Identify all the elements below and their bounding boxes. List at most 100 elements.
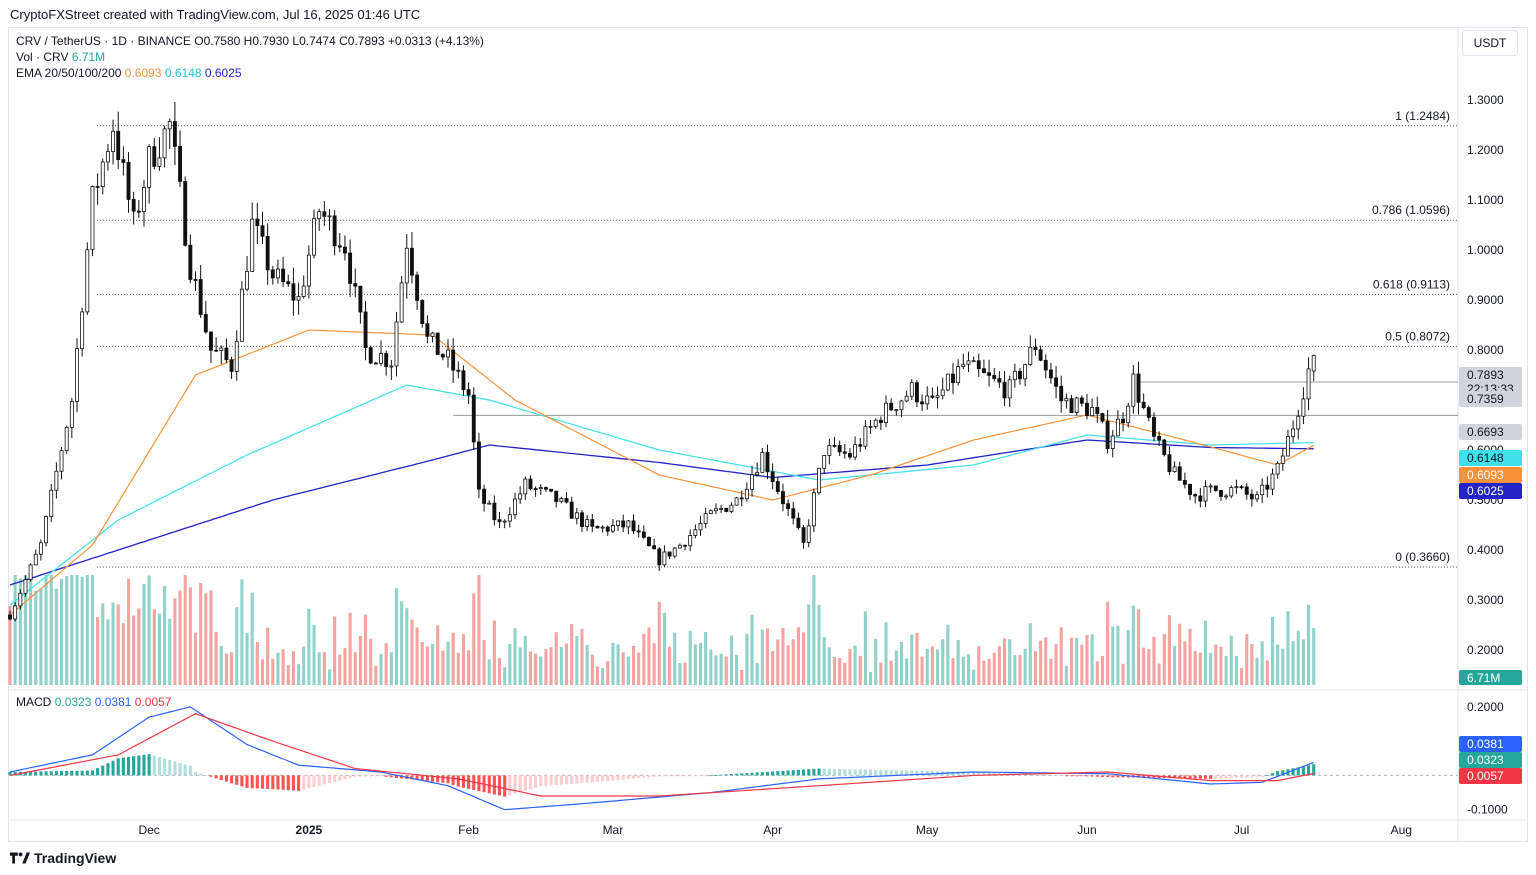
macd-histogram-bar bbox=[250, 775, 254, 789]
volume-bar bbox=[1167, 615, 1171, 685]
macd-histogram-bar bbox=[894, 770, 898, 776]
candle-up bbox=[961, 363, 966, 367]
volume-bar bbox=[1173, 646, 1177, 685]
macd-histogram-bar bbox=[657, 775, 661, 777]
volume-bar bbox=[1116, 625, 1120, 685]
macd-label[interactable]: MACD bbox=[16, 695, 52, 709]
macd-histogram-bar bbox=[343, 775, 347, 780]
candle-up bbox=[80, 311, 85, 350]
volume-bar bbox=[209, 590, 213, 685]
ema50-value: 0.6093 bbox=[124, 66, 162, 80]
volume-bar bbox=[1069, 637, 1074, 685]
volume-label[interactable]: Vol · CRV bbox=[16, 50, 69, 64]
x-tick-label: Jun bbox=[1077, 823, 1096, 837]
macd-histogram-bar bbox=[374, 775, 378, 777]
candle-up bbox=[574, 512, 579, 519]
candle-up bbox=[600, 526, 605, 529]
candle-down bbox=[878, 419, 883, 424]
candle-up bbox=[806, 525, 811, 543]
ohlc-open: O0.7580 bbox=[194, 34, 241, 48]
macd-histogram-bar bbox=[1209, 775, 1213, 779]
fib-label: 0.5 (0.8072) bbox=[1385, 329, 1450, 343]
volume-bar bbox=[1131, 605, 1135, 685]
candle-down bbox=[987, 372, 992, 376]
macd-histogram-bar bbox=[1281, 770, 1285, 776]
candle-down bbox=[1249, 493, 1254, 500]
macd-histogram-bar bbox=[698, 775, 703, 777]
macd-histogram-bar bbox=[853, 769, 857, 776]
macd-histogram-bar bbox=[173, 761, 177, 776]
volume-bar bbox=[163, 586, 167, 685]
candle-up bbox=[1296, 415, 1301, 430]
candle-up bbox=[811, 492, 816, 527]
volume-bar bbox=[1240, 667, 1244, 685]
candle-down bbox=[492, 502, 497, 521]
macd-histogram-bar bbox=[1255, 775, 1259, 778]
candle-up bbox=[64, 427, 69, 452]
macd-histogram-bar bbox=[637, 775, 641, 779]
ema-label[interactable]: EMA 20/50/100/200 bbox=[16, 66, 122, 80]
tradingview-branding: TradingView bbox=[10, 850, 116, 866]
macd-histogram-bar bbox=[492, 775, 496, 795]
volume-bar bbox=[956, 640, 960, 685]
volume-bar bbox=[642, 633, 646, 685]
macd-histogram-bar bbox=[977, 772, 981, 776]
candle-up bbox=[276, 268, 280, 279]
candle-down bbox=[343, 246, 347, 254]
volume-bar bbox=[193, 632, 198, 685]
candle-up bbox=[13, 605, 18, 620]
candle-up bbox=[44, 516, 49, 544]
macd-histogram-bar bbox=[1214, 775, 1218, 779]
volume-bar bbox=[291, 651, 295, 685]
candle-up bbox=[167, 121, 172, 130]
y-tick-label: 1.0000 bbox=[1467, 243, 1504, 257]
candle-down bbox=[348, 252, 353, 284]
candle-up bbox=[23, 579, 28, 594]
macd-histogram-bar bbox=[925, 770, 929, 776]
footer-brand: TradingView bbox=[34, 850, 117, 866]
candle-down bbox=[786, 503, 791, 510]
candle-down bbox=[796, 517, 801, 529]
candle-down bbox=[1265, 484, 1270, 490]
volume-bar bbox=[338, 654, 342, 685]
candle-down bbox=[260, 225, 265, 237]
macd-histogram-bar bbox=[204, 775, 208, 776]
candle-down bbox=[322, 211, 327, 217]
candle-down bbox=[1085, 402, 1089, 417]
volume-bar bbox=[286, 665, 290, 685]
volume-bar bbox=[446, 641, 450, 685]
candle-down bbox=[1054, 377, 1059, 387]
macd-histogram-bar bbox=[312, 775, 316, 787]
macd-histogram-bar bbox=[369, 775, 373, 777]
candle-down bbox=[1100, 413, 1105, 422]
candle-up bbox=[585, 519, 590, 527]
volume-bar bbox=[698, 642, 703, 685]
macd-histogram-bar bbox=[920, 770, 924, 776]
volume-bar bbox=[188, 587, 192, 685]
candle-up bbox=[85, 249, 90, 313]
macd-histogram-bar bbox=[1121, 775, 1125, 778]
volume-label-bg bbox=[1459, 670, 1522, 685]
macd-histogram-bar bbox=[364, 775, 368, 777]
candle-down bbox=[739, 497, 744, 500]
volume-bar bbox=[869, 671, 873, 685]
currency-button[interactable]: USDT bbox=[1462, 30, 1518, 56]
volume-axis-label: 6.71M bbox=[1467, 671, 1500, 685]
candle-down bbox=[569, 501, 574, 519]
symbol-label[interactable]: CRV / TetherUS · 1D · BINANCE bbox=[16, 34, 191, 48]
macd-histogram-bar bbox=[152, 755, 156, 776]
candle-up bbox=[162, 128, 167, 159]
volume-bar bbox=[266, 627, 270, 685]
volume-bar bbox=[75, 575, 79, 685]
candle-down bbox=[770, 471, 775, 483]
candle-down bbox=[265, 235, 270, 271]
candle-down bbox=[136, 210, 141, 213]
price-label-bg bbox=[1459, 483, 1522, 499]
macd-histogram-bar bbox=[1203, 775, 1208, 779]
macd-histogram-bar bbox=[915, 770, 919, 776]
volume-bar bbox=[1265, 660, 1269, 685]
volume-bar bbox=[1157, 663, 1161, 685]
volume-bar bbox=[688, 630, 692, 685]
macd-histogram-bar bbox=[662, 775, 666, 777]
